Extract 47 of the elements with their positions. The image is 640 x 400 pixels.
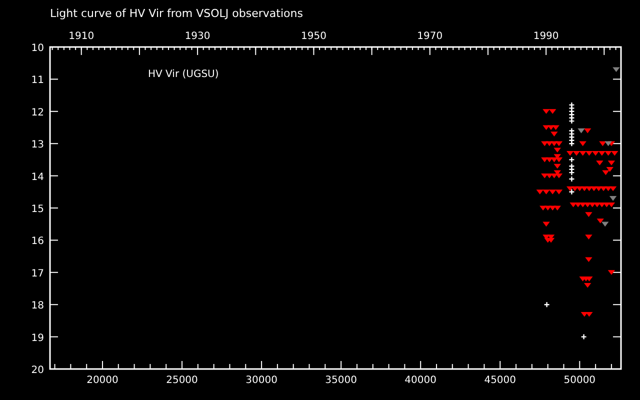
point xyxy=(580,334,587,340)
y-tick-label: 12 xyxy=(31,107,44,118)
x2-tick-label: 1930 xyxy=(184,31,210,42)
y-tick-label: 13 xyxy=(31,140,44,151)
point xyxy=(568,188,575,195)
annotation: HV Vir (UGSU) xyxy=(148,69,219,80)
x-tick-label: 35000 xyxy=(325,375,357,386)
y-tick-label: 20 xyxy=(31,365,44,376)
point xyxy=(568,163,575,170)
point xyxy=(568,112,575,118)
x2-tick-label: 1990 xyxy=(533,31,559,42)
x-tick-label: 50000 xyxy=(564,375,596,386)
point xyxy=(568,166,575,172)
x2-tick-label: 1910 xyxy=(68,31,94,42)
x-tick-label: 45000 xyxy=(484,375,516,386)
x-tick-label: 30000 xyxy=(246,375,278,386)
x-tick-label: 20000 xyxy=(86,375,118,386)
point xyxy=(568,118,575,124)
y-tick-label: 17 xyxy=(31,268,44,280)
point xyxy=(578,128,585,134)
chart-title: Light curve of HV Vir from VSOLJ observations xyxy=(50,7,304,20)
point xyxy=(568,169,575,176)
point xyxy=(602,222,608,226)
y-tick-label: 11 xyxy=(31,75,44,86)
point xyxy=(568,102,575,108)
point xyxy=(610,196,616,201)
point xyxy=(568,130,575,138)
point xyxy=(568,176,575,182)
point xyxy=(568,156,575,163)
y-tick-label: 16 xyxy=(31,236,44,248)
x-tick-label: 40000 xyxy=(404,375,436,386)
x2-tick-label: 1970 xyxy=(417,31,443,42)
point xyxy=(568,114,575,121)
x2-tick-label: 1950 xyxy=(300,31,326,42)
point xyxy=(568,140,575,147)
y-tick-label: 18 xyxy=(31,300,44,312)
y-tick-label: 14 xyxy=(31,172,44,183)
point xyxy=(568,128,575,134)
y-tick-label: 15 xyxy=(31,204,44,215)
x-tick-label: 25000 xyxy=(166,375,198,386)
point xyxy=(568,137,575,144)
point xyxy=(568,105,575,112)
point xyxy=(568,134,575,140)
y-tick-label: 19 xyxy=(31,332,44,344)
point xyxy=(544,302,550,308)
point xyxy=(568,108,575,114)
y-tick-label: 10 xyxy=(31,43,44,54)
